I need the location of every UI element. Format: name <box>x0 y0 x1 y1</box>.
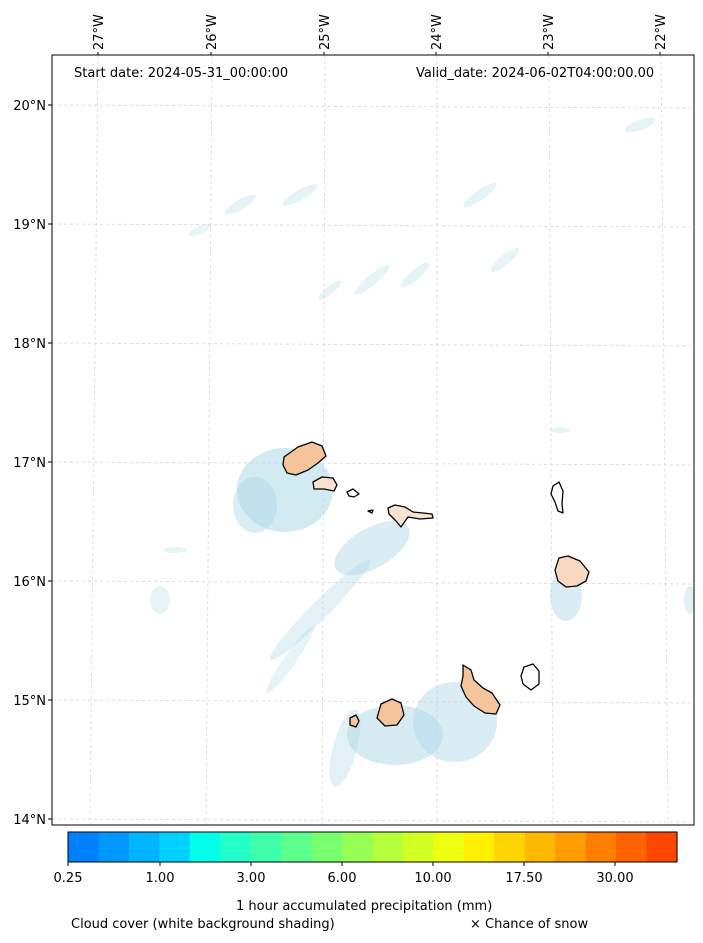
cloud-patch <box>163 547 187 553</box>
island-sal <box>550 481 564 514</box>
colorbar-segment <box>402 832 434 862</box>
lat-label: 16°N <box>13 575 46 590</box>
lon-label: 24°W <box>430 14 445 50</box>
colorbar-segment <box>372 832 404 862</box>
colorbar-title: 1 hour accumulated precipitation (mm) <box>236 899 493 914</box>
map-frame <box>51 54 695 826</box>
colorbar-segment <box>494 832 526 862</box>
colorbar-segment <box>585 832 617 862</box>
meridian-25w <box>321 55 326 825</box>
cloud-patch <box>334 520 410 576</box>
lat-label: 14°N <box>13 813 46 828</box>
colorbar-segment <box>128 832 160 862</box>
lon-label: 23°W <box>542 14 557 50</box>
parallel-17n <box>52 461 694 466</box>
cloud-patch <box>490 247 520 273</box>
cloud-patch <box>282 184 318 206</box>
colorbar-segment <box>463 832 495 862</box>
cloud-cover-note: Cloud cover (white background shading) <box>71 917 335 932</box>
cloud-patch <box>224 195 256 215</box>
cloud-patch <box>624 117 656 133</box>
colorbar-segment <box>68 832 100 862</box>
map-panel <box>51 54 695 826</box>
parallel-19n <box>52 223 694 228</box>
lon-label: 22°W <box>654 14 669 50</box>
parallel-20n <box>52 104 694 109</box>
lon-label: 27°W <box>92 14 107 50</box>
cloud-patch <box>329 709 361 787</box>
colorbar-segment <box>646 832 678 862</box>
cloud-patch <box>550 427 570 433</box>
colorbar-tick-label: 0.25 <box>54 871 83 886</box>
colorbar-tick-label: 6.00 <box>328 871 357 886</box>
lat-label: 19°N <box>13 218 46 233</box>
island-santo-antao <box>282 441 327 476</box>
lon-label: 26°W <box>205 14 220 50</box>
colorbar-tick-label: 30.00 <box>596 871 633 886</box>
island-islet <box>367 509 374 514</box>
islands <box>282 441 590 728</box>
parallel-15n <box>52 699 694 704</box>
colorbar-tick-label: 1.00 <box>146 871 175 886</box>
lat-label: 18°N <box>13 337 46 352</box>
meridian-26w <box>205 55 213 825</box>
island-santa-luzia <box>346 488 360 498</box>
longitude-labels: 27°W 26°W 25°W 24°W 23°W 22°W <box>92 14 669 55</box>
cloud-patch <box>266 627 314 693</box>
meridian-22w <box>660 55 669 825</box>
colorbar-segment <box>311 832 343 862</box>
cloud-patch <box>463 182 497 208</box>
lat-label: 17°N <box>13 456 46 471</box>
colorbar-tick-label: 17.50 <box>505 871 542 886</box>
colorbar-segment <box>342 832 374 862</box>
colorbar-segment <box>189 832 221 862</box>
island-boa-vista <box>554 555 590 588</box>
map-background <box>52 55 694 825</box>
colorbar-segment <box>98 832 130 862</box>
lat-label: 20°N <box>13 99 46 114</box>
graticule <box>52 55 694 825</box>
colorbar-segment <box>281 832 313 862</box>
colorbar-segment <box>220 832 252 862</box>
island-fogo <box>376 698 405 727</box>
snow-chance-note: × Chance of snow <box>470 917 589 932</box>
valid-date-label: Valid_date: 2024-06-02T04:00:00.00 <box>416 66 655 81</box>
meridian-27w <box>89 55 99 825</box>
cloud-patch <box>684 586 694 614</box>
colorbar-segment <box>250 832 282 862</box>
island-sao-nicolau <box>387 504 434 528</box>
colorbar-segment <box>524 832 556 862</box>
cloud-patch <box>188 223 212 237</box>
latitude-labels: 20°N 19°N 18°N 17°N 16°N 15°N 14°N <box>13 99 52 828</box>
cloud-patch <box>318 280 342 300</box>
colorbar-frame <box>67 831 678 863</box>
island-maio <box>520 663 540 691</box>
start-date-label: Start date: 2024-05-31_00:00:00 <box>74 66 289 81</box>
cloud-patch <box>347 705 443 765</box>
cloud-patch <box>270 560 370 660</box>
parallel-16n <box>52 580 694 585</box>
colorbar-segment <box>616 832 648 862</box>
lat-label: 15°N <box>13 694 46 709</box>
lon-label: 25°W <box>318 14 333 50</box>
cloud-patch <box>354 265 390 295</box>
colorbar-tick-label: 3.00 <box>237 871 266 886</box>
parallel-14n <box>52 818 694 823</box>
parallel-18n <box>52 342 694 347</box>
cloud-patch <box>233 477 277 533</box>
island-sao-vicente <box>312 476 338 492</box>
cloud-patch <box>150 586 170 614</box>
meridian-23w <box>548 55 554 825</box>
colorbar-segment <box>433 832 465 862</box>
cloud-patch <box>400 262 430 288</box>
precipitation-colorbar <box>68 832 678 862</box>
colorbar-tick-labels: 0.25 1.00 3.00 6.00 10.00 17.50 30.00 <box>54 862 634 886</box>
colorbar-segment <box>159 832 191 862</box>
island-santiago <box>460 664 501 715</box>
colorbar-segment <box>555 832 587 862</box>
island-brava <box>349 714 360 728</box>
colorbar-tick-label: 10.00 <box>414 871 451 886</box>
